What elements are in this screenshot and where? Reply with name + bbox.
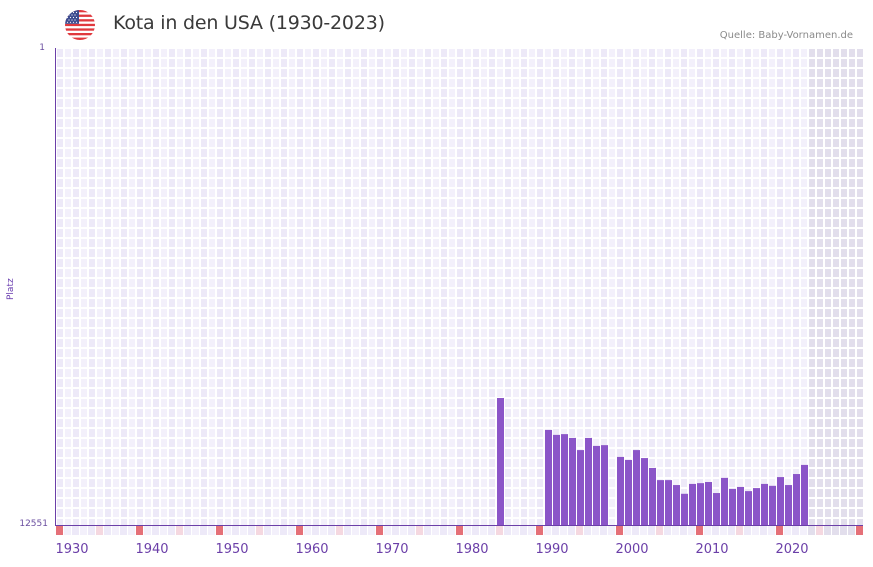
- x-axis-line: [55, 525, 863, 526]
- bar-2005: [657, 480, 664, 525]
- year-markers: [56, 526, 863, 535]
- bar-2006: [665, 480, 672, 525]
- bar-1997: [593, 445, 600, 525]
- bar-2002: [633, 450, 640, 525]
- bar-1993: [561, 434, 568, 525]
- bar-2007: [673, 485, 680, 525]
- bar-2020: [777, 477, 784, 525]
- x-tick-1930: 1930: [55, 542, 89, 557]
- x-tick-2020: 2020: [775, 542, 809, 557]
- x-tick-1940: 1940: [135, 542, 169, 557]
- bar-2010: [697, 483, 704, 525]
- bar-1991: [545, 429, 552, 525]
- bar-2008: [681, 493, 688, 525]
- plot-area: [56, 48, 863, 525]
- bar-2023: [801, 464, 808, 525]
- x-tick-1970: 1970: [375, 542, 409, 557]
- bar-2015: [737, 486, 744, 525]
- us-flag-icon: [65, 10, 95, 40]
- bar-2016: [745, 491, 752, 525]
- bar-2013: [721, 477, 728, 525]
- bar-2018: [761, 483, 768, 525]
- bar-2004: [649, 467, 656, 525]
- flag-icon: [65, 10, 95, 40]
- source-label: Quelle: Baby-Vornamen.de: [719, 30, 853, 41]
- chart-title: Kota in den USA (1930-2023): [113, 12, 385, 34]
- x-tick-1980: 1980: [455, 542, 489, 557]
- y-axis-label: Platz: [6, 278, 16, 300]
- bar-1992: [553, 434, 560, 525]
- x-axis-labels: 1930 1940 1950 1960 1970 1980 1990 2000 2010 2020: [0, 542, 873, 562]
- y-tick-top: 1: [39, 43, 45, 53]
- bar-1994: [569, 437, 576, 525]
- x-tick-1950: 1950: [215, 542, 249, 557]
- bar-1998: [601, 445, 608, 525]
- x-tick-1960: 1960: [295, 542, 329, 557]
- bar-1996: [585, 437, 592, 525]
- bar-2019: [769, 485, 776, 525]
- x-tick-2000: 2000: [615, 542, 649, 557]
- y-tick-bottom: 12551: [19, 519, 48, 529]
- bar-2011: [705, 482, 712, 525]
- bar-2001: [625, 459, 632, 525]
- bar-2014: [729, 488, 736, 525]
- bar-2012: [713, 493, 720, 525]
- bar-1995: [577, 450, 584, 525]
- bar-2009: [689, 483, 696, 525]
- bar-2003: [641, 458, 648, 525]
- x-tick-2010: 2010: [695, 542, 729, 557]
- bar-2000: [617, 456, 624, 525]
- bar-1985: [497, 398, 504, 525]
- x-tick-1990: 1990: [535, 542, 569, 557]
- bar-2022: [793, 474, 800, 525]
- bar-2017: [753, 488, 760, 525]
- bar-2021: [785, 485, 792, 525]
- y-axis-line: [55, 48, 56, 526]
